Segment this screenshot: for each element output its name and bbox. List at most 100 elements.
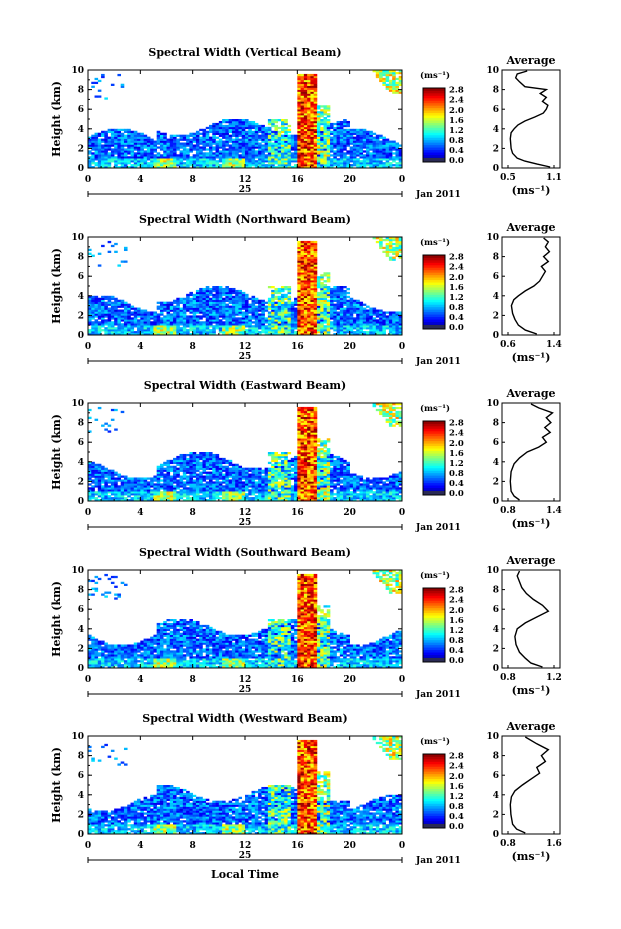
heatmap-cell xyxy=(225,307,229,310)
heatmap-cell xyxy=(307,317,311,320)
heatmap-cell xyxy=(107,317,112,320)
heatmap-cell xyxy=(179,299,184,302)
heatmap-cell xyxy=(120,132,125,135)
heatmap-cell xyxy=(245,138,249,141)
heatmap-cell xyxy=(392,327,396,330)
heatmap-cell xyxy=(251,315,256,318)
heatmap-cell xyxy=(395,150,400,153)
heatmap-cell xyxy=(120,299,125,302)
heatmap-cell xyxy=(303,327,308,330)
heatmap-cell xyxy=(245,150,249,153)
heatmap-cell xyxy=(310,260,314,263)
heatmap-cell xyxy=(166,463,171,467)
heatmap-cell xyxy=(343,132,347,135)
heatmap-cell xyxy=(238,120,243,124)
heatmap-cell xyxy=(202,327,207,330)
heatmap-cell xyxy=(297,162,301,165)
heatmap-cell xyxy=(297,295,301,299)
heatmap-cell xyxy=(202,140,207,143)
heatmap-cell xyxy=(222,333,226,336)
heatmap-cell xyxy=(369,319,373,322)
heatmap-cell xyxy=(267,305,272,308)
heatmap-cell xyxy=(395,333,400,336)
heatmap-cell xyxy=(297,280,301,283)
heatmap-cell xyxy=(248,150,252,153)
heatmap-cell xyxy=(202,495,207,498)
heatmap-cell xyxy=(169,331,174,334)
heatmap-cell xyxy=(320,305,324,308)
heatmap-cell xyxy=(94,483,99,486)
heatmap-cell xyxy=(346,142,350,145)
heatmap-cell xyxy=(261,299,265,302)
heatmap-cell xyxy=(110,477,115,480)
heatmap-cell xyxy=(369,136,373,139)
average-y-tick-label: 2 xyxy=(493,144,499,154)
heatmap-cell xyxy=(166,483,171,486)
heatmap-cell xyxy=(130,311,135,314)
heatmap-cell xyxy=(320,274,324,277)
heatmap-cell xyxy=(97,132,102,135)
heatmap-cell xyxy=(313,164,318,167)
heatmap-cell xyxy=(392,319,396,322)
heatmap-cell xyxy=(94,331,99,334)
heatmap-cell xyxy=(369,327,373,330)
heatmap-cell xyxy=(300,158,305,161)
heatmap-cell xyxy=(349,327,354,330)
heatmap-cell xyxy=(303,93,308,96)
heatmap-cell xyxy=(215,140,220,143)
heatmap-cell xyxy=(241,297,246,301)
heatmap-cell xyxy=(228,321,233,324)
heatmap-cell xyxy=(343,317,347,320)
heatmap-cell xyxy=(238,311,243,314)
heatmap-cell xyxy=(166,160,171,163)
heatmap-cell xyxy=(346,140,350,143)
heatmap-cell xyxy=(352,307,357,310)
heatmap-cell xyxy=(385,250,390,253)
heatmap-cell xyxy=(169,467,174,470)
heatmap-cell xyxy=(339,325,344,328)
heatmap-cell xyxy=(182,499,187,502)
heatmap-cell xyxy=(366,162,370,165)
heatmap-cell xyxy=(287,160,292,163)
heatmap-cell xyxy=(303,264,308,267)
heatmap-cell xyxy=(225,134,229,137)
heatmap-cell xyxy=(271,325,275,328)
heatmap-cell xyxy=(209,291,213,295)
heatmap-cell xyxy=(159,307,164,310)
heatmap-cell xyxy=(297,111,301,114)
heatmap-cell xyxy=(274,120,279,124)
heatmap-cell xyxy=(179,138,184,141)
heatmap-cell xyxy=(349,136,354,139)
heatmap-cell xyxy=(209,164,213,167)
heatmap-cell xyxy=(146,140,151,143)
heatmap-cell xyxy=(127,321,131,324)
heatmap-cell xyxy=(366,132,370,135)
heatmap-cell xyxy=(176,459,180,463)
heatmap-cell xyxy=(336,305,341,308)
heatmap-cell xyxy=(248,142,252,145)
heatmap-cell xyxy=(379,319,383,322)
heatmap-cell xyxy=(120,164,125,167)
heatmap-cell xyxy=(97,469,102,472)
heatmap-cell xyxy=(284,297,288,301)
heatmap-cell xyxy=(280,319,285,322)
heatmap-cell xyxy=(254,130,259,134)
heatmap-cell xyxy=(225,315,229,318)
heatmap-cell xyxy=(231,119,236,122)
heatmap-cell xyxy=(202,455,207,459)
heatmap-cell xyxy=(140,150,144,153)
heatmap-cell xyxy=(192,307,197,310)
heatmap-cell xyxy=(303,289,308,293)
heatmap-cell xyxy=(114,323,118,326)
heatmap-cell xyxy=(349,132,354,135)
heatmap-cell xyxy=(316,284,321,287)
heatmap-cell xyxy=(104,327,108,330)
heatmap-cell xyxy=(130,307,135,310)
heatmap-cell xyxy=(97,297,102,301)
heatmap-cell xyxy=(300,150,305,153)
heatmap-cell xyxy=(153,497,157,500)
heatmap-cell xyxy=(97,499,102,502)
heatmap-cell xyxy=(349,311,354,314)
heatmap-cell xyxy=(294,150,298,153)
heatmap-cell xyxy=(107,471,112,474)
